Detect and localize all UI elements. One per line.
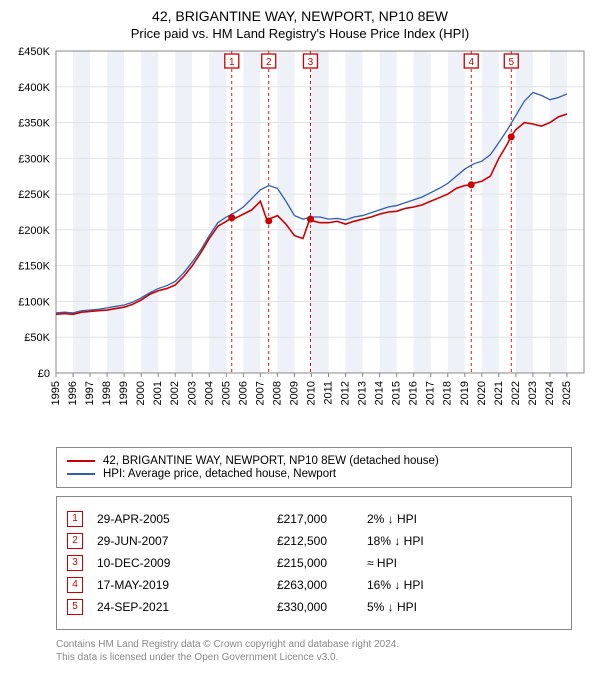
svg-text:2013: 2013: [357, 381, 369, 405]
svg-text:2014: 2014: [374, 381, 386, 405]
svg-text:2023: 2023: [527, 381, 539, 405]
svg-text:2015: 2015: [391, 381, 403, 405]
title-block: 42, BRIGANTINE WAY, NEWPORT, NP10 8EW Pr…: [0, 0, 600, 41]
event-price: £263,000: [217, 578, 367, 592]
svg-text:£450K: £450K: [18, 46, 50, 58]
event-marker: 3: [67, 555, 83, 571]
svg-text:2012: 2012: [340, 381, 352, 405]
svg-text:1996: 1996: [67, 381, 79, 405]
events-table: 1 29-APR-2005£217,0002% ↓ HPI 2 29-JUN-2007…: [56, 496, 572, 630]
svg-text:£350K: £350K: [18, 118, 50, 130]
svg-text:2022: 2022: [510, 381, 522, 405]
svg-text:2003: 2003: [186, 381, 198, 405]
svg-text:2024: 2024: [544, 381, 556, 405]
chart-area: £0 £50K £100K £150K £200K £250K £300K £350K £400…: [0, 41, 600, 441]
legend-box: 42, BRIGANTINE WAY, NEWPORT, NP10 8EW (d…: [56, 447, 572, 488]
event-marker: 1: [67, 511, 83, 527]
event-date: 29-JUN-2007: [97, 534, 217, 548]
event-marker: 2: [67, 533, 83, 549]
event-row: 5 24-SEP-2021£330,0005% ↓ HPI: [67, 599, 561, 615]
event-marker: 4: [67, 577, 83, 593]
svg-text:2011: 2011: [323, 381, 335, 405]
event-price: £215,000: [217, 556, 367, 570]
svg-text:1: 1: [229, 57, 235, 68]
svg-text:2021: 2021: [493, 381, 505, 405]
svg-text:1998: 1998: [101, 381, 113, 405]
svg-text:2001: 2001: [152, 381, 164, 405]
svg-text:2006: 2006: [237, 381, 249, 405]
event-price: £330,000: [217, 600, 367, 614]
event-price: £212,500: [217, 534, 367, 548]
svg-text:3: 3: [308, 57, 314, 68]
event-date: 29-APR-2005: [97, 512, 217, 526]
event-delta: 5% ↓ HPI: [367, 600, 561, 614]
svg-text:2019: 2019: [459, 381, 471, 405]
legend-swatch: [67, 460, 95, 462]
legend-label: HPI: Average price, detached house, Newp…: [103, 468, 336, 480]
event-date: 24-SEP-2021: [97, 600, 217, 614]
event-delta: 2% ↓ HPI: [367, 512, 561, 526]
title-subtitle: Price paid vs. HM Land Registry's House …: [0, 26, 600, 41]
chart-svg: £0 £50K £100K £150K £200K £250K £300K £350K £400…: [0, 41, 600, 441]
event-row: 3 10-DEC-2009£215,000≈ HPI: [67, 555, 561, 571]
svg-text:2008: 2008: [271, 381, 283, 405]
svg-text:2025: 2025: [561, 381, 573, 405]
svg-text:2: 2: [266, 57, 272, 68]
footer-attribution: Contains HM Land Registry data © Crown c…: [56, 638, 572, 664]
footer-line2: This data is licensed under the Open Gov…: [56, 651, 572, 664]
svg-text:1999: 1999: [118, 381, 130, 405]
svg-text:£0: £0: [38, 368, 50, 380]
event-row: 1 29-APR-2005£217,0002% ↓ HPI: [67, 511, 561, 527]
footer-line1: Contains HM Land Registry data © Crown c…: [56, 638, 572, 651]
event-date: 17-MAY-2019: [97, 578, 217, 592]
legend-row: HPI: Average price, detached house, Newp…: [67, 468, 561, 480]
svg-text:2010: 2010: [305, 381, 317, 405]
svg-text:2009: 2009: [288, 381, 300, 405]
svg-text:2004: 2004: [203, 381, 215, 405]
svg-text:£150K: £150K: [18, 261, 50, 273]
svg-text:£400K: £400K: [18, 82, 50, 94]
svg-text:£300K: £300K: [18, 153, 50, 165]
event-price: £217,000: [217, 512, 367, 526]
svg-text:4: 4: [468, 57, 474, 68]
svg-text:2017: 2017: [425, 381, 437, 405]
event-delta: 18% ↓ HPI: [367, 534, 561, 548]
svg-text:5: 5: [508, 57, 514, 68]
svg-text:2007: 2007: [254, 381, 266, 405]
title-address: 42, BRIGANTINE WAY, NEWPORT, NP10 8EW: [0, 8, 600, 24]
svg-text:2000: 2000: [135, 381, 147, 405]
legend-row: 42, BRIGANTINE WAY, NEWPORT, NP10 8EW (d…: [67, 455, 561, 467]
event-delta: ≈ HPI: [367, 556, 561, 570]
event-date: 10-DEC-2009: [97, 556, 217, 570]
svg-text:£50K: £50K: [24, 332, 50, 344]
svg-text:2020: 2020: [476, 381, 488, 405]
legend-swatch: [67, 473, 95, 475]
svg-text:1997: 1997: [84, 381, 96, 405]
svg-text:2005: 2005: [220, 381, 232, 405]
svg-text:£200K: £200K: [18, 225, 50, 237]
event-delta: 16% ↓ HPI: [367, 578, 561, 592]
svg-text:2002: 2002: [169, 381, 181, 405]
svg-text:£100K: £100K: [18, 296, 50, 308]
event-row: 4 17-MAY-2019£263,00016% ↓ HPI: [67, 577, 561, 593]
event-marker: 5: [67, 599, 83, 615]
svg-text:2018: 2018: [442, 381, 454, 405]
event-row: 2 29-JUN-2007£212,50018% ↓ HPI: [67, 533, 561, 549]
chart-container: 42, BRIGANTINE WAY, NEWPORT, NP10 8EW Pr…: [0, 0, 600, 664]
svg-text:£250K: £250K: [18, 189, 50, 201]
legend-label: 42, BRIGANTINE WAY, NEWPORT, NP10 8EW (d…: [103, 455, 439, 467]
svg-text:1995: 1995: [50, 381, 62, 405]
svg-text:2016: 2016: [408, 381, 420, 405]
